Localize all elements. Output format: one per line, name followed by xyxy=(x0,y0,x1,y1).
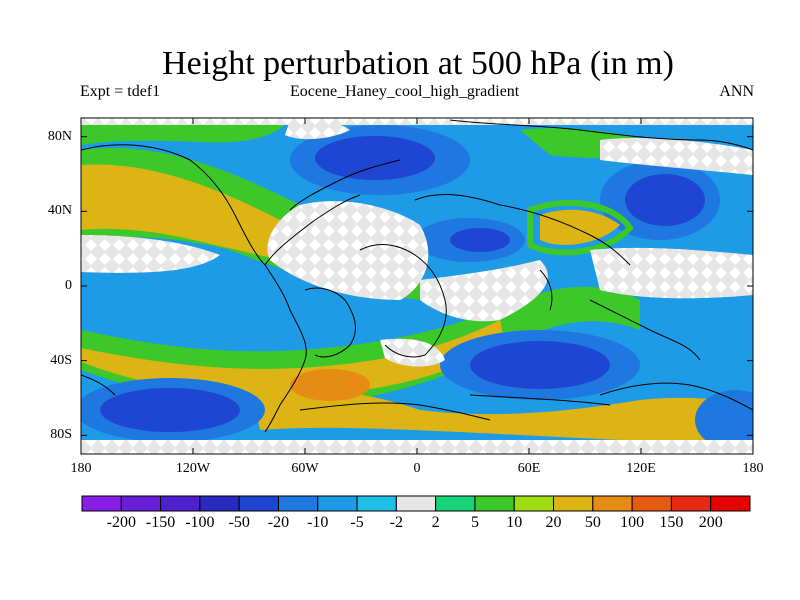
colorbar-swatch xyxy=(81,495,122,512)
colorbar-swatch xyxy=(474,495,515,512)
colorbar-swatch xyxy=(199,495,240,512)
coastlines xyxy=(81,119,753,433)
colorbar-level-label: 20 xyxy=(545,514,562,531)
map-title: Height perturbation at 500 hPa (in m) xyxy=(162,45,674,82)
season-label: ANN xyxy=(719,83,754,100)
colorbar-swatch xyxy=(160,495,201,512)
lon-label: 60E xyxy=(517,461,541,476)
colorbar-level-label: -150 xyxy=(145,514,176,531)
colorbar-level-label: -5 xyxy=(350,514,364,531)
colorbar-level-label: 2 xyxy=(431,514,440,531)
colorbar-level-label: 100 xyxy=(620,514,645,531)
experiment-label: Expt = tdef1 xyxy=(80,83,161,100)
colorbar-swatch xyxy=(238,495,279,512)
colorbar-level-label: 10 xyxy=(506,514,523,531)
lat-label: 80S xyxy=(50,427,72,443)
colorbar-level-label: -50 xyxy=(228,514,250,531)
colorbar-swatch xyxy=(592,495,633,512)
lon-label: 180 xyxy=(742,461,764,476)
lat-label: 80N xyxy=(47,128,72,144)
colorbar-level-label: -100 xyxy=(185,514,215,531)
colorbar-swatch xyxy=(553,495,594,512)
colorbar-level-label: -20 xyxy=(267,514,290,531)
colorbar-level-label: -10 xyxy=(307,514,329,531)
colorbar-level-label: 5 xyxy=(470,514,479,531)
lon-label: 60W xyxy=(291,461,319,476)
lon-label: 120W xyxy=(175,461,211,476)
colorbar-level-label: -2 xyxy=(389,514,403,531)
lon-label: 180 xyxy=(70,461,92,476)
lat-label: 40N xyxy=(47,203,72,219)
colorbar-swatch xyxy=(317,495,358,512)
colorbar xyxy=(81,495,751,512)
colorbar-swatch xyxy=(670,495,712,512)
colorbar-swatch xyxy=(277,495,319,512)
colorbar-swatch xyxy=(356,495,397,512)
colorbar-level-label: -200 xyxy=(106,514,136,531)
colorbar-swatch xyxy=(435,495,476,512)
colorbar-swatch xyxy=(395,495,437,512)
colorbar-level-label: 150 xyxy=(659,514,684,531)
contour-fill xyxy=(81,118,753,454)
lon-label: 120E xyxy=(626,461,656,476)
lat-label: 0 xyxy=(65,278,72,293)
colorbar-level-label: 50 xyxy=(584,514,601,531)
colorbar-swatch xyxy=(631,495,672,512)
lat-label: 40S xyxy=(50,352,72,368)
colorbar-swatch xyxy=(120,495,162,512)
case-name-label: Eocene_Haney_cool_high_gradient xyxy=(290,83,520,100)
colorbar-swatch xyxy=(710,495,751,512)
axis-ticks xyxy=(80,118,754,454)
colorbar-swatch xyxy=(513,495,555,512)
colorbar-level-label: 200 xyxy=(698,514,723,531)
lon-label: 0 xyxy=(413,461,421,476)
